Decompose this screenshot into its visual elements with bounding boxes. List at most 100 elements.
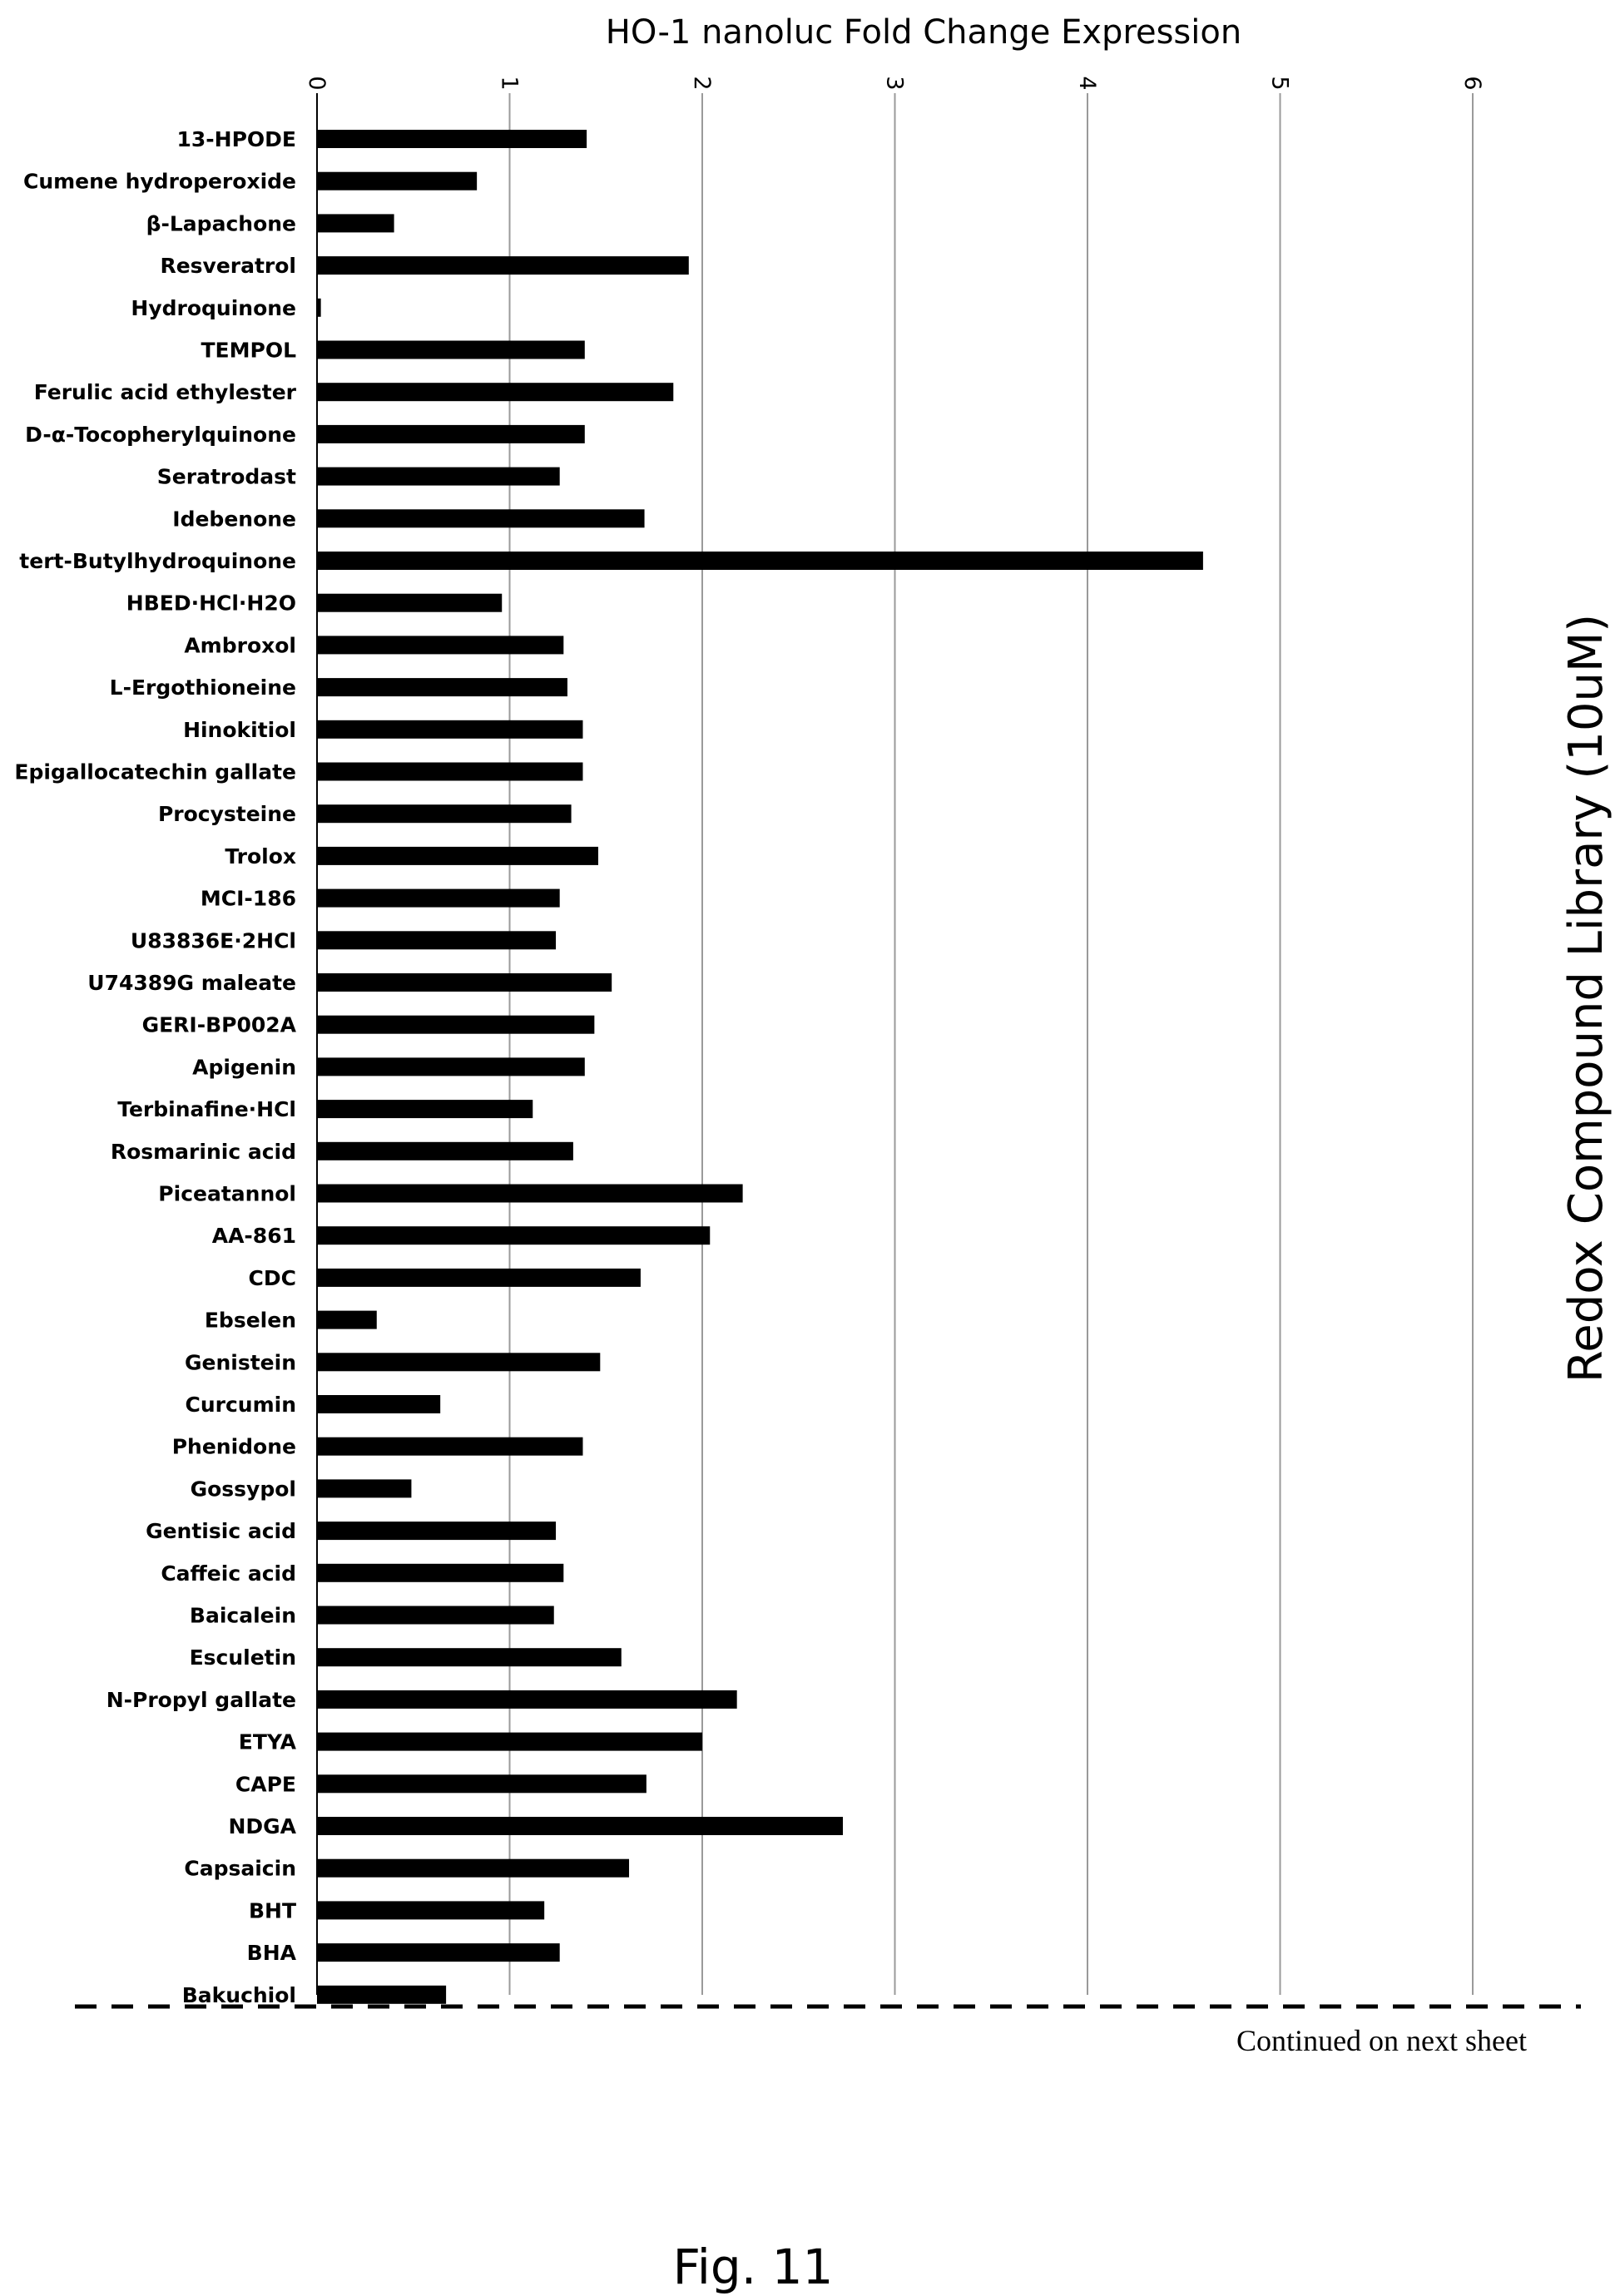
category-label: Resveratrol	[160, 254, 296, 278]
category-label: Procysteine	[158, 802, 296, 826]
bar	[317, 1732, 702, 1751]
bar	[317, 1268, 641, 1287]
category-label: Idebenone	[172, 507, 296, 531]
bar	[317, 130, 587, 148]
bar	[317, 636, 564, 655]
category-label: GERI-BP002A	[142, 1013, 297, 1037]
x-tick-label: 3	[882, 76, 908, 90]
category-label: Gossypol	[191, 1477, 296, 1501]
bar	[317, 973, 612, 992]
x-tick-label: 6	[1459, 76, 1485, 90]
bar	[317, 1015, 595, 1034]
bar	[317, 1141, 573, 1160]
bars	[317, 130, 1203, 2004]
category-label: Seratrodast	[157, 465, 296, 489]
bar	[317, 552, 1203, 570]
category-label: Caffeic acid	[161, 1561, 296, 1586]
bar	[317, 720, 583, 739]
bar	[317, 214, 394, 233]
bar	[317, 1690, 737, 1709]
category-label: Phenidone	[172, 1435, 296, 1459]
category-label: Hinokitiol	[183, 718, 296, 742]
bar	[317, 888, 560, 908]
bar	[317, 509, 645, 528]
category-label: U74389G maleate	[87, 971, 296, 995]
x-tick-label: 2	[689, 76, 715, 90]
category-label: Apigenin	[192, 1055, 296, 1079]
bar	[317, 931, 557, 950]
category-label: Genistein	[185, 1350, 296, 1374]
bar	[317, 1353, 601, 1372]
category-label: 13-HPODE	[177, 127, 297, 151]
bar	[317, 1774, 647, 1794]
category-label: D-α-Tocopherylquinone	[25, 423, 296, 447]
category-label: Esculetin	[190, 1645, 296, 1670]
bar	[317, 1943, 560, 1962]
category-label: CAPE	[235, 1772, 296, 1796]
x-tick-labels: 0 1 2 3 4 5 6	[304, 76, 1485, 90]
bar	[317, 1057, 585, 1076]
bar	[317, 762, 583, 781]
bar	[317, 1901, 545, 1920]
x-tick-label: 1	[497, 76, 523, 90]
figure-label: Fig. 11	[673, 2239, 834, 2295]
category-label: AA-861	[212, 1224, 296, 1248]
bar	[317, 593, 503, 612]
category-label: ETYA	[239, 1730, 297, 1754]
bar	[317, 1310, 377, 1329]
bar	[317, 1395, 441, 1413]
bar	[317, 1606, 554, 1625]
category-label: N-Propyl gallate	[107, 1688, 296, 1712]
category-label: Curcumin	[185, 1393, 296, 1417]
category-label: MCI-186	[201, 887, 296, 911]
category-label: CDC	[249, 1266, 296, 1290]
category-label: β-Lapachone	[146, 211, 296, 235]
bar	[317, 424, 585, 443]
category-label: Ambroxol	[184, 633, 296, 657]
bar	[317, 383, 674, 402]
bar	[317, 171, 478, 191]
bar	[317, 678, 567, 697]
category-label: Epigallocatechin gallate	[14, 760, 296, 784]
bar	[317, 1563, 564, 1582]
bar	[317, 804, 572, 824]
category-label: Ferulic acid ethylester	[34, 380, 297, 404]
bar	[317, 256, 689, 275]
category-label: Gentisic acid	[146, 1519, 296, 1543]
category-label: L-Ergothioneine	[110, 675, 296, 700]
bar	[317, 1226, 711, 1245]
bar	[317, 1648, 622, 1667]
continued-note: Continued on next sheet	[1236, 2024, 1527, 2057]
category-label: Bakuchiol	[182, 1983, 296, 2007]
y-axis-label: Redox Compound Library (10uM)	[1559, 614, 1613, 1383]
category-label: Terbinafine·HCl	[117, 1097, 296, 1121]
category-label: Ebselen	[205, 1309, 296, 1333]
x-tick-label: 5	[1267, 76, 1293, 90]
bar	[317, 1522, 557, 1541]
bar	[317, 1184, 743, 1203]
category-label: Rosmarinic acid	[111, 1140, 296, 1164]
bar	[317, 340, 585, 359]
x-tick-label: 4	[1074, 76, 1100, 90]
bar	[317, 1985, 447, 2004]
category-label: tert-Butylhydroquinone	[19, 549, 296, 573]
category-label: U83836E·2HCl	[131, 928, 296, 953]
category-label: Hydroquinone	[131, 296, 296, 320]
bar	[317, 1817, 843, 1835]
bar	[317, 846, 598, 865]
bar	[317, 1437, 583, 1456]
bar	[317, 1858, 630, 1878]
bar	[317, 467, 560, 486]
category-label: NDGA	[228, 1814, 296, 1838]
chart-title: HO-1 nanoluc Fold Change Expression	[606, 13, 1241, 52]
bar	[317, 298, 321, 317]
bar	[317, 1479, 412, 1498]
gridlines	[508, 93, 1474, 1995]
category-label: Capsaicin	[184, 1857, 296, 1881]
category-labels: 13-HPODE Cumene hydroperoxide β-Lapachone R…	[14, 127, 296, 2007]
category-label: Cumene hydroperoxide	[23, 170, 296, 194]
bar	[317, 1100, 533, 1119]
category-label: HBED·HCl·H2O	[126, 591, 296, 616]
category-label: BHT	[249, 1898, 296, 1922]
